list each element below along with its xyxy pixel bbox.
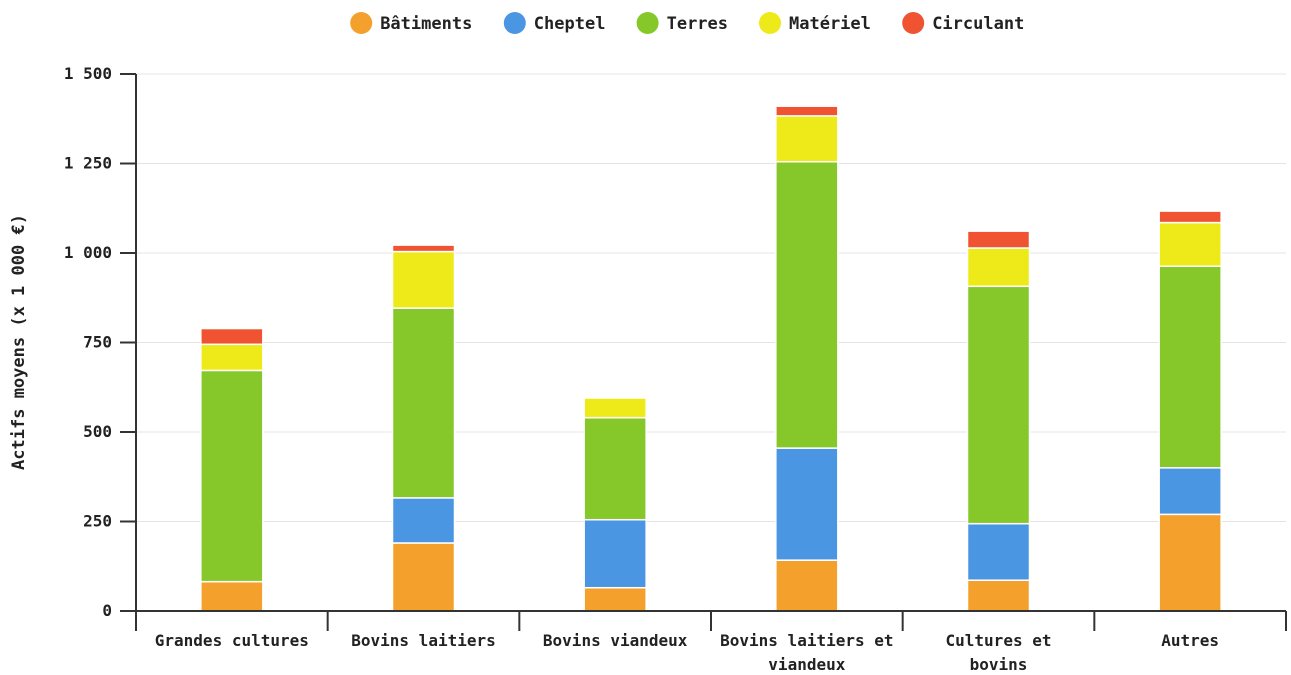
legend-item[interactable]: Terres — [636, 12, 728, 34]
bar-segment — [391, 542, 456, 612]
gridlines — [136, 73, 1286, 522]
bar-segment — [583, 416, 647, 521]
y-tick-label: 500 — [83, 422, 112, 441]
bar-segment — [391, 250, 456, 309]
bar-segment — [200, 580, 264, 612]
bar-segment — [391, 244, 456, 253]
legend: Bâtiments Cheptel Terres Matériel Circulant — [350, 12, 1024, 34]
y-tick-label: 0 — [102, 601, 112, 620]
bar-segment — [200, 343, 264, 372]
legend-label: Bâtiments — [380, 14, 472, 34]
legend-label: Terres — [667, 14, 728, 34]
bar-segment — [775, 447, 839, 561]
x-tick-label: Autres — [1161, 631, 1219, 650]
bar-segment — [775, 160, 839, 449]
y-axis-title: Actifs moyens (x 1 000 €) — [9, 214, 29, 470]
bar-segment — [966, 247, 1031, 288]
bars — [200, 105, 1222, 612]
bar-segment — [966, 230, 1031, 249]
y-tick-label: 750 — [83, 333, 112, 352]
x-tick-label: Cultures et bovins — [946, 631, 1052, 674]
legend-label: Matériel — [789, 14, 871, 34]
bar-segment — [200, 369, 264, 583]
bar-segment — [1158, 221, 1222, 267]
bar-segment — [391, 307, 456, 499]
legend-marker — [636, 12, 659, 34]
legend-marker — [503, 12, 526, 34]
bar-segment — [1158, 265, 1222, 469]
legend-item[interactable]: Bâtiments — [350, 12, 472, 34]
legend-item[interactable]: Matériel — [759, 12, 871, 34]
bar-segment — [775, 115, 839, 163]
bar-segment — [775, 559, 839, 612]
y-tick-label: 1 250 — [64, 154, 112, 173]
x-tick-label: Bovins viandeux — [543, 631, 688, 650]
y-tick-label: 1 000 — [64, 243, 112, 262]
bar-segment — [200, 327, 264, 346]
legend-marker — [350, 12, 373, 34]
x-tick-label: Bovins laitiers — [351, 631, 496, 650]
bar-segment — [966, 522, 1031, 581]
y-tick-label: 1 500 — [64, 64, 112, 83]
legend-marker — [759, 12, 781, 34]
x-tick-labels: Grandes cultures Bovins laitiers Bovins vi… — [135, 611, 1287, 674]
bar-segment — [775, 105, 839, 117]
y-tick-label: 250 — [83, 512, 112, 531]
bar-segment — [1158, 210, 1222, 224]
bar-segment — [583, 397, 647, 419]
legend-marker — [902, 12, 925, 34]
legend-label: Cheptel — [534, 14, 606, 34]
bar-segment — [1158, 513, 1222, 612]
x-tick-label: Grandes cultures — [155, 631, 309, 650]
y-tick-labels: 0 250 500 750 1 000 1 250 1 500 — [64, 64, 136, 620]
x-tick-label: Bovins laitiers et viandeux — [720, 631, 893, 674]
bar-segment — [966, 579, 1031, 612]
legend-item[interactable]: Cheptel — [503, 12, 606, 34]
bar-segment — [966, 285, 1031, 525]
bar-segment — [391, 497, 456, 544]
legend-label: Circulant — [932, 14, 1024, 34]
bar-segment — [583, 586, 647, 612]
legend-item[interactable]: Circulant — [902, 12, 1024, 34]
bar-segment — [1158, 467, 1222, 516]
bar-segment — [583, 518, 647, 589]
